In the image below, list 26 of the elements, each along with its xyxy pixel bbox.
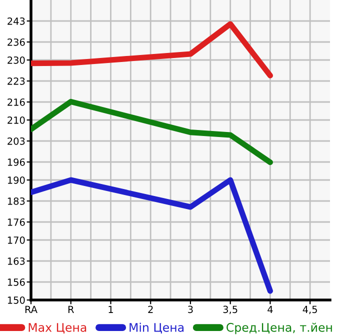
- y-tick-label: 210: [8, 116, 25, 124]
- legend-label: Сред.Цена, т.йен: [226, 322, 332, 334]
- y-tick-label: 196: [8, 158, 25, 166]
- legend-label: Max Цена: [28, 323, 86, 334]
- y-tick-label: 163: [8, 257, 25, 265]
- y-tick-label: 176: [8, 218, 25, 226]
- x-tick-label: 2: [148, 306, 153, 313]
- x-tick-label: 1: [108, 306, 113, 313]
- x-tick-label: 3,5: [223, 306, 238, 314]
- y-tick-label: 156: [8, 278, 25, 286]
- x-tick-label: 4: [268, 306, 273, 313]
- y-tick-label: 230: [8, 56, 25, 64]
- x-tick-label: RA: [25, 306, 38, 313]
- y-tick-label: 170: [8, 236, 25, 244]
- y-tick-label: 223: [8, 77, 25, 85]
- x-tick-label: 4,5: [302, 306, 317, 314]
- y-tick-label: 243: [8, 17, 25, 25]
- x-tick-label: 3: [188, 306, 193, 314]
- y-tick-label: 190: [8, 176, 25, 184]
- x-tick-label: R: [68, 306, 74, 313]
- y-tick-label: 183: [8, 197, 25, 205]
- y-tick-label: 236: [8, 38, 25, 46]
- y-tick-label: 150: [8, 296, 25, 304]
- y-tick-label: 203: [8, 137, 25, 145]
- y-tick-label: 216: [8, 98, 25, 106]
- legend-label: Min Цена: [130, 322, 184, 334]
